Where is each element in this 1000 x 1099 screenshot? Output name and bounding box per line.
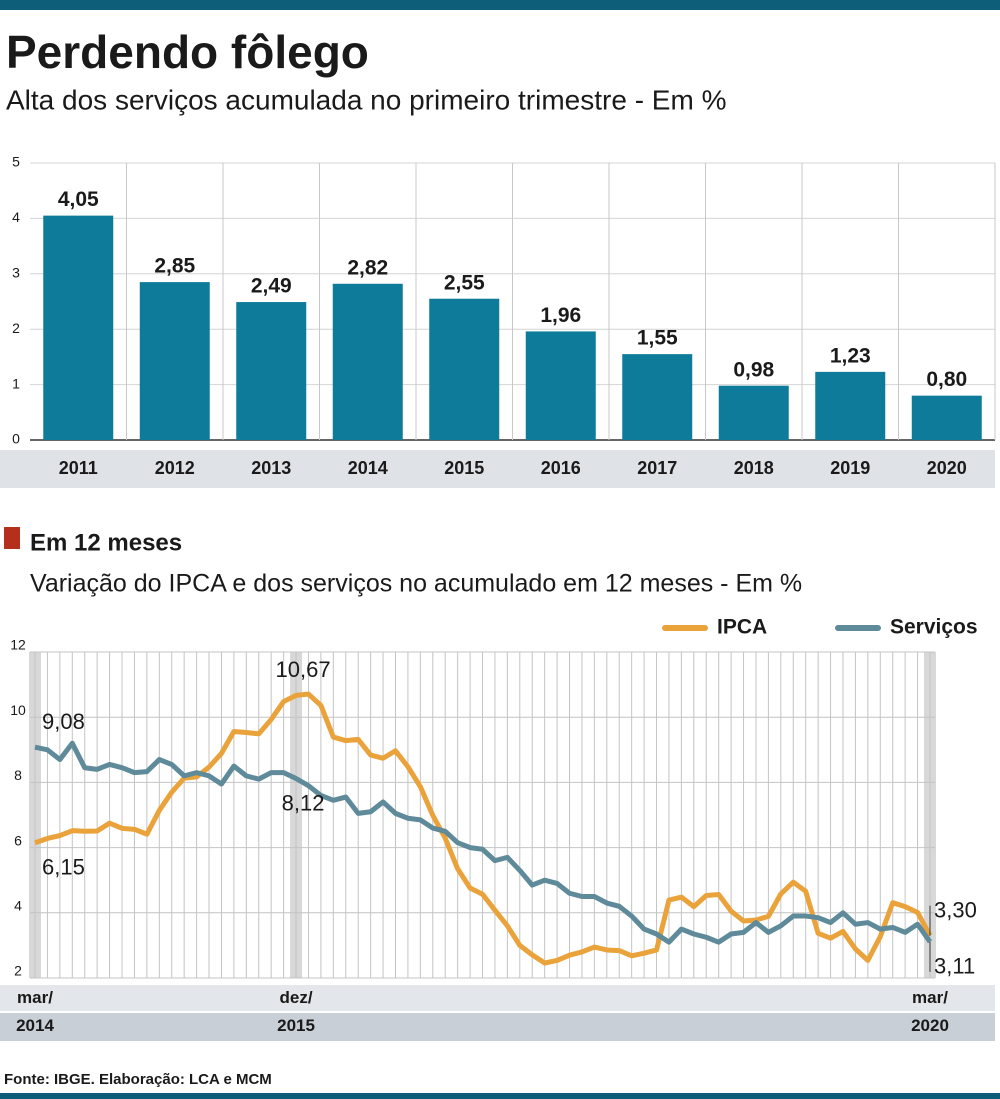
value-label: 1,23 xyxy=(830,344,871,367)
y-tick-label: 4 xyxy=(14,898,22,914)
value-label: 10,67 xyxy=(276,657,331,682)
x-axis-band xyxy=(0,985,995,1011)
value-label: 8,12 xyxy=(282,790,325,815)
value-label: 1,96 xyxy=(540,304,581,327)
bar xyxy=(429,298,500,440)
x-tick-label: 2014 xyxy=(348,458,388,478)
value-label: 0,98 xyxy=(733,358,774,381)
value-label: 2,55 xyxy=(444,271,485,294)
x-tick-label: dez/ 2015 xyxy=(277,988,315,1035)
y-tick-label: 1 xyxy=(12,375,20,391)
y-tick-label: 2 xyxy=(12,320,20,336)
y-tick-label: 6 xyxy=(14,832,22,848)
x-tick-label: 2015 xyxy=(444,458,484,478)
bar xyxy=(43,215,114,440)
y-tick-label: 4 xyxy=(12,209,20,225)
y-tick-label: 3 xyxy=(12,265,20,281)
bar xyxy=(332,283,403,440)
value-label: 0,80 xyxy=(926,368,967,391)
y-tick-label: 10 xyxy=(10,702,26,718)
bar xyxy=(815,371,886,440)
bottom-stripe xyxy=(0,1093,1000,1099)
bar xyxy=(622,354,693,440)
y-tick-label: 0 xyxy=(12,431,20,447)
value-label: 4,05 xyxy=(58,188,99,211)
y-tick-label: 8 xyxy=(14,767,22,783)
value-label: 9,08 xyxy=(42,709,85,734)
value-label: 3,30 xyxy=(934,897,977,922)
x-tick-label: 2016 xyxy=(541,458,581,478)
x-tick-label: mar/ 2020 xyxy=(911,988,949,1035)
value-label: 3,11 xyxy=(934,954,975,979)
source: Fonte: IBGE. Elaboração: LCA e MCM xyxy=(4,1071,272,1088)
chart-subtitle: Alta dos serviços acumulada no primeiro … xyxy=(6,84,726,115)
bar xyxy=(718,385,789,440)
value-label: 6,15 xyxy=(42,855,85,880)
bar xyxy=(236,302,307,440)
value-label: 2,49 xyxy=(251,275,292,298)
x-tick-label: 2019 xyxy=(830,458,870,478)
bar xyxy=(139,282,210,440)
bar xyxy=(911,395,982,440)
y-tick-label: 5 xyxy=(12,154,20,170)
section-title: Em 12 meses xyxy=(30,529,182,556)
section-marker xyxy=(4,527,20,549)
x-tick-label: 2020 xyxy=(927,458,967,478)
section-subtitle: Variação do IPCA e dos serviços no acumu… xyxy=(30,570,802,598)
value-label: 2,85 xyxy=(154,255,195,278)
x-tick-label: 2018 xyxy=(734,458,774,478)
legend-label: Serviços xyxy=(890,616,978,639)
top-stripe xyxy=(0,0,1000,10)
y-tick-label: 12 xyxy=(10,637,26,653)
x-tick-label: 2012 xyxy=(155,458,195,478)
value-label: 2,82 xyxy=(347,256,388,279)
x-axis-band xyxy=(0,450,995,488)
chart-title: Perdendo fôlego xyxy=(6,26,369,78)
value-label: 1,55 xyxy=(637,327,678,350)
y-tick-label: 2 xyxy=(14,963,22,979)
x-axis-band xyxy=(0,1013,995,1041)
legend-label: IPCA xyxy=(717,616,767,639)
x-tick-label: 2013 xyxy=(251,458,291,478)
x-tick-label: 2011 xyxy=(59,458,98,478)
x-tick-label: 2017 xyxy=(637,458,677,478)
line xyxy=(34,740,933,945)
bar xyxy=(525,331,596,440)
x-tick-label: mar/ 2014 xyxy=(16,988,54,1035)
